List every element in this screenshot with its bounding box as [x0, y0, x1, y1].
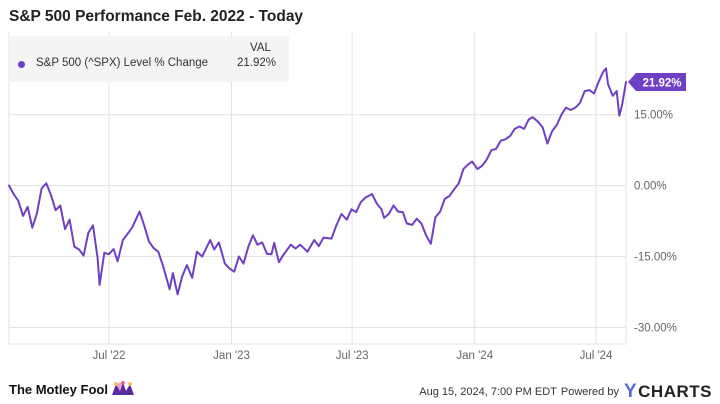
jester-hat-icon: [111, 381, 134, 395]
motley-fool-logo[interactable]: The Motley Fool: [9, 381, 136, 397]
grid-lines: [8, 32, 627, 345]
ycharts-logo[interactable]: Y CHARTS: [624, 381, 712, 403]
series-line-spx: [8, 67, 627, 296]
y-tick-label: -30.00%: [634, 322, 677, 334]
legend-box: VAL S&P 500 (^SPX) Level % Change 21.92%: [9, 36, 289, 82]
legend-series-marker: [18, 61, 25, 68]
x-tick-label: Jul '23: [336, 350, 369, 362]
motley-fool-wordmark: The Motley Fool: [9, 381, 108, 397]
axis-labels: 15.00% 0.00% -15.00% -30.00% Jul '22 Jan '23 J…: [93, 110, 677, 362]
footer-timestamp: Aug 15, 2024, 7:00 PM EDT: [419, 386, 557, 398]
ycharts-wordmark: CHARTS: [638, 382, 712, 401]
x-tick-label: Jul '22: [93, 350, 126, 362]
footer-attribution: Aug 15, 2024, 7:00 PM EDT Powered by Y C…: [419, 381, 712, 403]
last-value-badge: [628, 73, 686, 92]
last-value-badge-layer: 21.92%: [628, 73, 686, 92]
legend-value-header: VAL: [250, 42, 271, 54]
legend-series-name[interactable]: S&P 500 (^SPX) Level % Change: [36, 57, 209, 69]
chart-title: S&P 500 Performance Feb. 2022 - Today: [9, 8, 304, 25]
y-tick-label: -15.00%: [634, 252, 677, 264]
last-value-label: 21.92%: [642, 78, 681, 90]
x-tick-label: Jul '24: [580, 350, 613, 362]
footer-powered-by: Powered by: [560, 386, 619, 398]
ycharts-y-mark: Y: [623, 381, 638, 402]
x-tick-label: Jan '23: [213, 350, 250, 362]
x-tick-label: Jan '24: [456, 350, 493, 362]
y-tick-label: 0.00%: [634, 181, 667, 193]
legend-series-value: 21.92%: [237, 57, 277, 69]
y-tick-label: 15.00%: [634, 110, 673, 122]
series-layer: [8, 67, 627, 296]
